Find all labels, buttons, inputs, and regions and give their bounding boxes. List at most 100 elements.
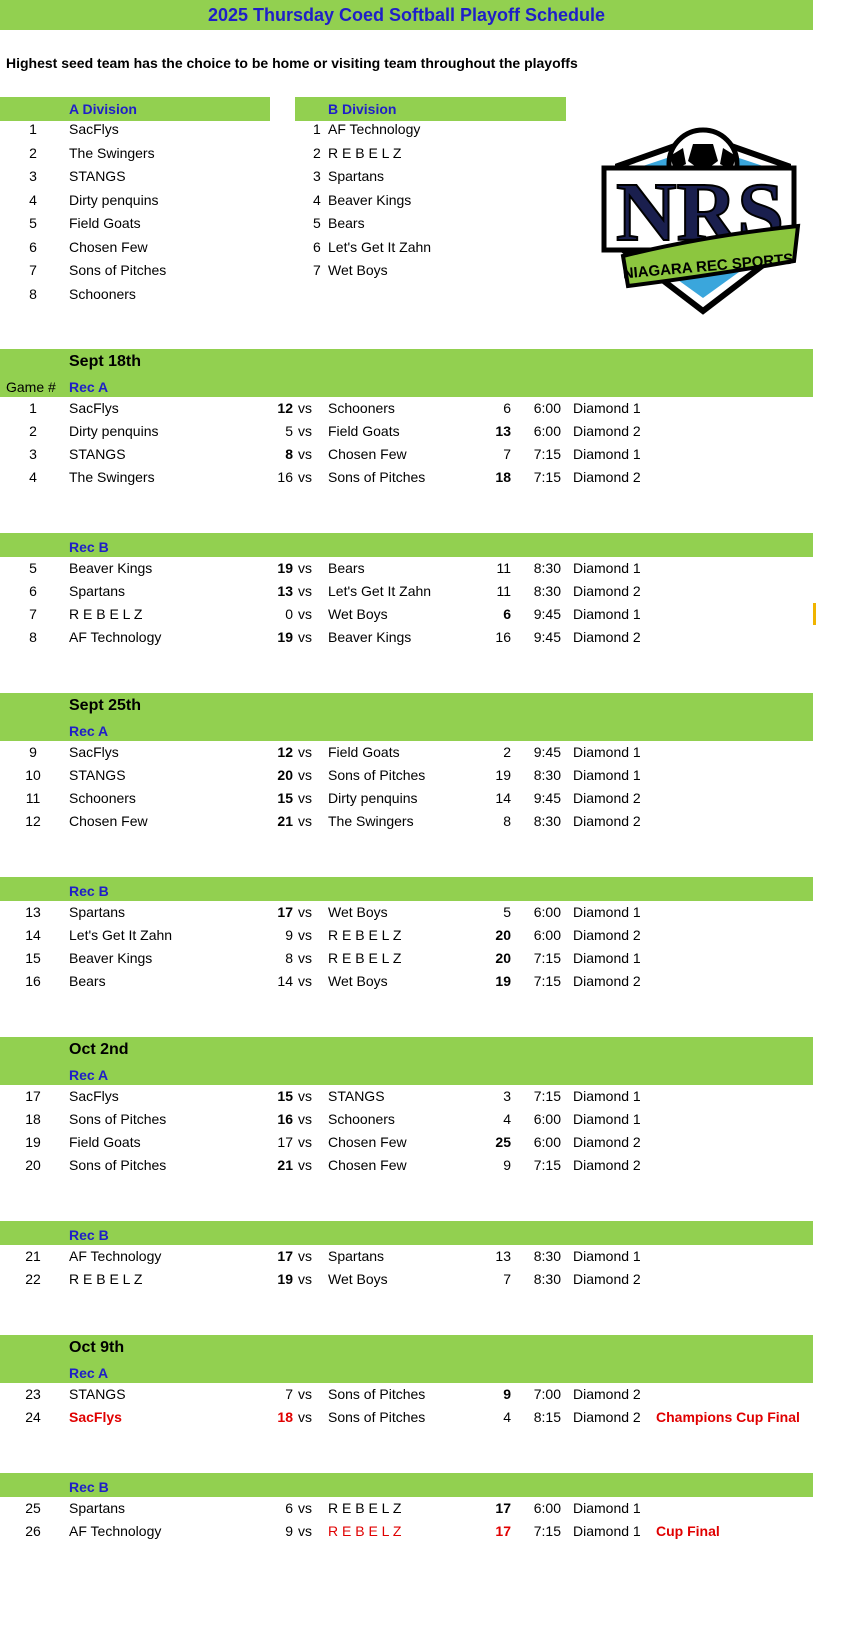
game-row[interactable]: 23 STANGS 7 vs Sons of Pitches 9 7:00 Diamond 2 [0,1383,855,1406]
game-row[interactable]: 24 SacFlys 18 vs Sons of Pitches 4 8:15 Diamond… [0,1406,855,1429]
away-team: Sons of Pitches [328,1386,426,1402]
diamond: Diamond 2 [573,629,641,645]
game-number: 22 [25,1271,41,1287]
game-row[interactable]: 17 SacFlys 15 vs STANGS 3 7:15 Diamond 1 [0,1085,855,1108]
diamond: Diamond 2 [573,813,641,829]
diamond: Diamond 2 [573,1271,641,1287]
division-team-row: 5 Bears [295,212,566,236]
diamond: Diamond 2 [573,1386,641,1402]
diamond: Diamond 2 [573,1157,641,1173]
home-team: Spartans [69,1500,126,1516]
game-row[interactable]: 7 R E B E L Z 0 vs Wet Boys 6 9:45 Diamond 1 [0,603,855,626]
away-team: Chosen Few [328,446,407,462]
game-row[interactable]: 13 Spartans 17 vs Wet Boys 5 6:00 Diamond 1 [0,901,855,924]
division-team-row: 4 Beaver Kings [295,189,566,213]
game-row[interactable]: 22 R E B E L Z 19 vs Wet Boys 7 8:30 Diamond 2 [0,1268,855,1291]
away-team: Sons of Pitches [328,1409,426,1425]
home-team: SacFlys [69,744,119,760]
game-time: 7:15 [533,469,561,485]
team-name: Sons of Pitches [69,262,167,278]
game-row[interactable]: 15 Beaver Kings 8 vs R E B E L Z 20 7:15 Diamon… [0,947,855,970]
diamond: Diamond 2 [573,469,641,485]
diamond: Diamond 1 [573,606,641,622]
game-row[interactable]: 20 Sons of Pitches 21 vs Chosen Few 9 7:15 Diam… [0,1154,855,1177]
cell-selection-marker [813,603,816,625]
final-label: Champions Cup Final [656,1409,800,1425]
game-row[interactable]: 25 Spartans 6 vs R E B E L Z 17 6:00 Diamond 1 [0,1497,855,1520]
game-row[interactable]: 12 Chosen Few 21 vs The Swingers 8 8:30 Diamond… [0,810,855,833]
game-number: 26 [25,1523,41,1539]
section-header: Rec B [0,1473,813,1497]
section-header: Rec B [0,533,813,557]
away-score: 17 [495,1523,511,1539]
diamond: Diamond 1 [573,904,641,920]
away-score: 13 [495,423,511,439]
game-number: 24 [25,1409,41,1425]
game-row[interactable]: 11 Schooners 15 vs Dirty penquins 14 9:45 Diamo… [0,787,855,810]
game-row[interactable]: 9 SacFlys 12 vs Field Goats 2 9:45 Diamond 1 [0,741,855,764]
game-row[interactable]: 3 STANGS 8 vs Chosen Few 7 7:15 Diamond 1 [0,443,855,466]
diamond: Diamond 1 [573,400,641,416]
game-row[interactable]: 26 AF Technology 9 vs R E B E L Z 17 7:15 Diamo… [0,1520,855,1543]
away-score: 19 [495,973,511,989]
vs-label: vs [298,744,312,760]
game-row[interactable]: 4 The Swingers 16 vs Sons of Pitches 18 7:15 Di… [0,466,855,489]
seed-number: 8 [29,285,37,302]
final-label: Cup Final [656,1523,720,1539]
game-time: 8:15 [533,1409,561,1425]
home-team: STANGS [69,446,126,462]
away-team: Chosen Few [328,1157,407,1173]
home-team: SacFlys [69,400,119,416]
game-number: 6 [29,583,37,599]
game-number: 10 [25,767,41,783]
home-score: 20 [277,767,293,783]
away-score: 17 [495,1500,511,1516]
away-score: 9 [503,1386,511,1402]
game-row[interactable]: 5 Beaver Kings 19 vs Bears 11 8:30 Diamond 1 [0,557,855,580]
week-date: Sept 25th [69,697,142,714]
game-time: 8:30 [533,813,561,829]
game-row[interactable]: 21 AF Technology 17 vs Spartans 13 8:30 Diamond… [0,1245,855,1268]
game-row[interactable]: 16 Bears 14 vs Wet Boys 19 7:15 Diamond 2 [0,970,855,993]
home-score: 17 [277,1248,293,1264]
away-score: 3 [503,1088,511,1104]
away-score: 5 [503,904,511,920]
vs-label: vs [298,400,312,416]
diamond: Diamond 2 [573,790,641,806]
rec-group-label: Rec A [69,379,109,395]
division-team-row: 8 Schooners [0,283,270,307]
seed-number: 2 [29,144,37,161]
team-name: Beaver Kings [328,191,412,208]
home-team: SacFlys [69,1409,122,1425]
home-score: 8 [285,446,293,462]
section-gap [0,833,855,877]
seed-number: 6 [313,238,321,255]
game-row[interactable]: 10 STANGS 20 vs Sons of Pitches 19 8:30 Diamond… [0,764,855,787]
away-score: 14 [495,790,511,806]
game-number: 23 [25,1386,41,1402]
team-name: Wet Boys [328,262,388,278]
game-row[interactable]: 6 Spartans 13 vs Let's Get It Zahn 11 8:30 Diam… [0,580,855,603]
game-time: 8:30 [533,583,561,599]
game-row[interactable]: 8 AF Technology 19 vs Beaver Kings 16 9:45 Diam… [0,626,855,649]
game-row[interactable]: 1 SacFlys 12 vs Schooners 6 6:00 Diamond 1 [0,397,855,420]
diamond: Diamond 2 [573,1134,641,1150]
game-row[interactable]: 19 Field Goats 17 vs Chosen Few 25 6:00 Diamond… [0,1131,855,1154]
rec-group-label: Rec B [69,883,109,899]
game-row[interactable]: 2 Dirty penquins 5 vs Field Goats 13 6:00 Diamo… [0,420,855,443]
team-name: Dirty penquins [69,191,159,208]
away-score: 25 [495,1134,511,1150]
game-row[interactable]: 18 Sons of Pitches 16 vs Schooners 4 6:00 Diamo… [0,1108,855,1131]
game-number: 8 [29,629,37,645]
away-team: Wet Boys [328,904,388,920]
diamond: Diamond 2 [573,1409,641,1425]
away-team: The Swingers [328,813,414,829]
home-team: R E B E L Z [69,1271,143,1287]
away-team: Beaver Kings [328,629,412,645]
vs-label: vs [298,469,312,485]
game-row[interactable]: 14 Let's Get It Zahn 9 vs R E B E L Z 20 6:00 D… [0,924,855,947]
away-team: Spartans [328,1248,385,1264]
game-time: 6:00 [533,1500,561,1516]
section-gap [0,489,855,533]
section-header: Oct 2nd Rec A [0,1037,813,1085]
